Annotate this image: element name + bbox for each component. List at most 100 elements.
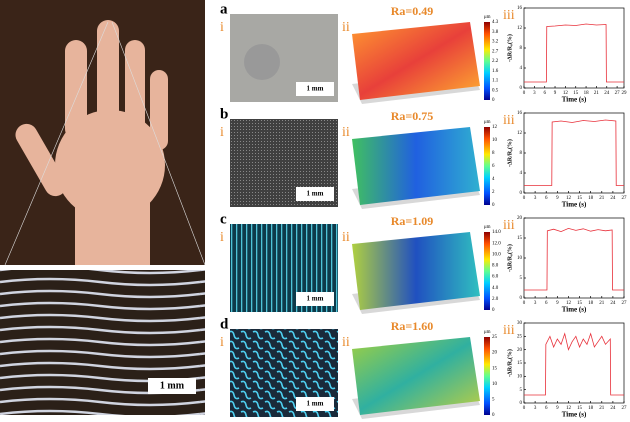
scale-bar-label: 1 mm [307, 85, 324, 93]
colorbar-tick: 2.7 [492, 49, 499, 54]
x-tick-label: 18 [584, 91, 590, 96]
scale-bar [296, 397, 334, 411]
y-tick-label: 0 [520, 191, 523, 196]
panel-i: i [220, 20, 224, 35]
x-tick-label: 27 [615, 91, 621, 96]
y-axis-label: -ΔR/R₀(%) [506, 244, 513, 272]
x-tick-label: 3 [534, 301, 537, 306]
x-tick-label: 9 [556, 301, 559, 306]
y-tick-label: 15 [517, 361, 523, 366]
colorbar-tick: 3.2 [492, 40, 499, 45]
scale-bar-label: 1 mm [307, 190, 324, 198]
colorbar-tick: 4.0 [492, 286, 499, 291]
colorbar-tick: 12.0 [492, 241, 501, 246]
panel-letter: c [220, 211, 227, 227]
x-tick-label: 12 [566, 301, 572, 306]
x-tick-label: 15 [573, 91, 579, 96]
colorbar-tick: 8 [492, 151, 495, 156]
y-tick-label: 16 [517, 6, 523, 11]
panel-i: i [220, 125, 224, 140]
y-tick-label: 30 [517, 321, 523, 326]
x-tick-label: 15 [577, 301, 583, 306]
roughness: Ra=0.49 [391, 4, 434, 18]
scale-bar-label: 1 mm [160, 380, 185, 391]
colorbar-tick: 10 [492, 382, 498, 387]
x-tick-label: 0 [523, 196, 526, 201]
x-tick-label: 29 [622, 91, 628, 96]
scale-bar [296, 292, 334, 306]
y-tick-label: 8 [520, 151, 523, 156]
panel-iii: iii [503, 8, 515, 23]
colorbar-unit: μm [484, 120, 491, 125]
colorbar-tick: 3.8 [492, 30, 499, 35]
x-tick-label: 3 [534, 406, 537, 411]
colorbar-tick: 0 [492, 98, 495, 103]
scale-bar [148, 378, 196, 394]
plot-frame [523, 322, 625, 404]
colorbar-tick: 12 [492, 125, 498, 130]
x-tick-label: 24 [604, 91, 610, 96]
x-tick-label: 21 [599, 301, 605, 306]
x-tick-label: 0 [523, 91, 526, 96]
colorbar-tick: 8.0 [492, 264, 499, 269]
x-tick-label: 3 [533, 91, 536, 96]
plot-frame [523, 112, 625, 194]
x-axis-label: Time (s) [562, 96, 587, 104]
colorbar-tick: 1.1 [492, 79, 499, 84]
colorbar-tick: 4 [492, 177, 495, 182]
x-tick-label: 18 [588, 406, 594, 411]
y-tick-label: 12 [517, 26, 523, 31]
x-tick-label: 0 [523, 406, 526, 411]
colorbar-tick: 1.6 [492, 69, 499, 74]
colorbar-unit: μm [484, 15, 491, 20]
x-tick-label: 15 [577, 406, 583, 411]
colorbar [484, 337, 490, 415]
colorbar-tick: 20 [492, 351, 498, 356]
x-tick-label: 9 [554, 91, 557, 96]
panel-ii: ii [342, 230, 350, 245]
y-axis-label: -ΔR/R₀(%) [506, 349, 513, 377]
colorbar-tick: 6.0 [492, 275, 499, 280]
x-tick-label: 15 [577, 196, 583, 201]
plot-frame [523, 7, 625, 89]
x-tick-label: 9 [556, 196, 559, 201]
callout-line [111, 21, 206, 266]
colorbar-tick: 15 [492, 366, 498, 371]
panel-iii: iii [503, 218, 515, 233]
y-tick-label: 0 [520, 401, 523, 406]
colorbar-tick: 25 [492, 335, 498, 340]
roughness: Ra=1.60 [391, 319, 434, 333]
x-tick-label: 0 [523, 301, 526, 306]
panel-ii: ii [342, 335, 350, 350]
x-tick-label: 27 [622, 301, 628, 306]
y-tick-label: 4 [520, 66, 523, 71]
x-tick-label: 6 [545, 196, 548, 201]
colorbar-tick: 2 [492, 190, 495, 195]
surface-3d [352, 22, 480, 100]
y-tick-label: 20 [517, 216, 523, 221]
colorbar-tick: 4.3 [492, 20, 499, 25]
surface-3d [352, 127, 480, 205]
x-tick-label: 21 [599, 196, 605, 201]
x-axis-label: Time (s) [562, 306, 587, 314]
response-line [524, 23, 624, 83]
roughness: Ra=1.09 [391, 214, 434, 228]
y-tick-label: 10 [517, 374, 523, 379]
colorbar-unit: μm [484, 225, 491, 230]
scale-bar [296, 187, 334, 201]
response-line [524, 119, 624, 186]
scale-bar-label: 1 mm [307, 295, 324, 303]
x-axis-label: Time (s) [562, 201, 587, 209]
y-tick-label: 15 [517, 236, 523, 241]
x-tick-label: 27 [622, 196, 628, 201]
y-axis-label: -ΔR/R₀(%) [506, 139, 513, 167]
y-tick-label: 0 [520, 86, 523, 91]
colorbar-tick: 14.0 [492, 230, 501, 235]
panel-letter: b [220, 106, 228, 122]
x-tick-label: 3 [534, 196, 537, 201]
panel-ii: ii [342, 20, 350, 35]
response-line [524, 332, 624, 396]
panel-iii: iii [503, 323, 515, 338]
x-tick-label: 6 [545, 406, 548, 411]
